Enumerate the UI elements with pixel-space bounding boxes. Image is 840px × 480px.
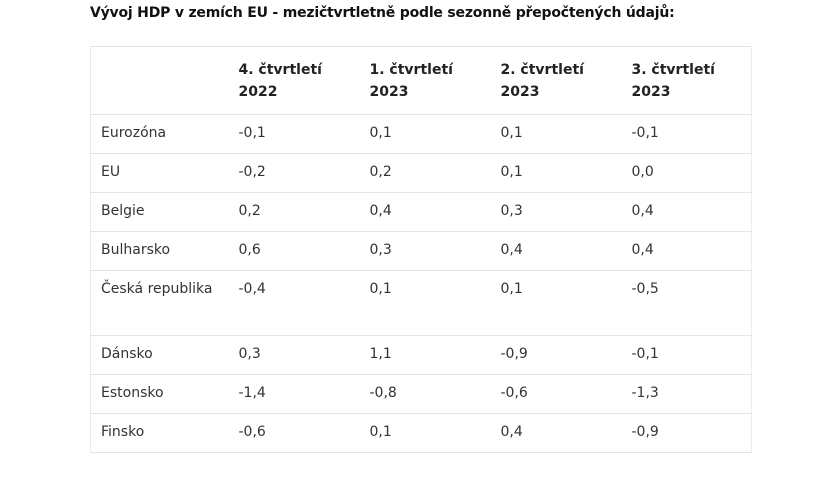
table-row: Estonsko -1,4 -0,8 -0,6 -1,3 [90,374,752,414]
country-cell: Dánsko [101,346,153,362]
table-row: Finsko -0,6 0,1 0,4 -0,9 [90,413,752,453]
value-cell: 0,4 [500,424,523,440]
value-cell: 0,1 [369,424,392,440]
value-cell: 0,0 [631,164,654,180]
table-row: EU -0,2 0,2 0,1 0,0 [90,153,752,193]
value-cell: 0,1 [369,281,392,297]
header-cell-q4-2022: 4. čtvrtletí 2022 [229,47,360,115]
table-row: Bulharsko 0,6 0,3 0,4 0,4 [90,231,752,271]
table-row: Belgie 0,2 0,4 0,3 0,4 [90,192,752,232]
header-line-quarter: 3. čtvrtletí [631,61,715,78]
country-cell: EU [101,164,121,180]
header-cell-q2-2023: 2. čtvrtletí 2023 [491,47,622,115]
value-cell: 0,4 [631,203,654,219]
value-cell: -0,1 [631,125,659,141]
value-cell: -0,6 [238,424,266,440]
value-cell: -0,1 [631,346,659,362]
value-cell: -0,9 [500,346,528,362]
value-cell: 0,3 [500,203,523,219]
value-cell: -0,6 [500,385,528,401]
header-line-year: 2023 [500,83,540,100]
country-cell: Eurozóna [101,125,167,141]
value-cell: 0,3 [369,242,392,258]
country-cell: Estonsko [101,385,164,401]
value-cell: -0,1 [238,125,266,141]
header-line-quarter: 2. čtvrtletí [500,61,584,78]
header-line-quarter: 4. čtvrtletí [238,61,322,78]
header-line-year: 2023 [631,83,671,100]
value-cell: 0,2 [369,164,392,180]
header-cell-country [91,47,229,115]
value-cell: 0,1 [500,164,523,180]
value-cell: 0,4 [631,242,654,258]
country-cell: Bulharsko [101,242,171,258]
table-row: Eurozóna -0,1 0,1 0,1 -0,1 [90,114,752,154]
country-cell: Belgie [101,203,145,219]
value-cell: -1,4 [238,385,266,401]
value-cell: 0,6 [238,242,261,258]
page-title: Vývoj HDP v zemích EU - mezičtvrtletně p… [90,5,675,21]
table-header-row: 4. čtvrtletí 2022 1. čtvrtletí 2023 2. č… [90,46,752,115]
value-cell: 0,4 [369,203,392,219]
value-cell: -0,8 [369,385,397,401]
value-cell: 0,1 [500,281,523,297]
value-cell: -0,2 [238,164,266,180]
value-cell: -0,9 [631,424,659,440]
header-line-year: 2023 [369,83,409,100]
value-cell: -0,5 [631,281,659,297]
country-cell: Finsko [101,424,145,440]
header-line-quarter: 1. čtvrtletí [369,61,453,78]
value-cell: 0,2 [238,203,261,219]
table-row: Česká republika -0,4 0,1 0,1 -0,5 [90,270,752,336]
country-cell: Česká republika [101,281,213,297]
value-cell: 0,1 [500,125,523,141]
value-cell: 1,1 [369,346,392,362]
gdp-table: 4. čtvrtletí 2022 1. čtvrtletí 2023 2. č… [90,46,752,453]
value-cell: -1,3 [631,385,659,401]
value-cell: 0,4 [500,242,523,258]
value-cell: 0,1 [369,125,392,141]
value-cell: -0,4 [238,281,266,297]
header-line-year: 2022 [238,83,278,100]
gdp-table-container: 4. čtvrtletí 2022 1. čtvrtletí 2023 2. č… [90,46,752,453]
header-cell-q1-2023: 1. čtvrtletí 2023 [360,47,491,115]
header-cell-q3-2023: 3. čtvrtletí 2023 [622,47,752,115]
table-row: Dánsko 0,3 1,1 -0,9 -0,1 [90,335,752,375]
value-cell: 0,3 [238,346,261,362]
